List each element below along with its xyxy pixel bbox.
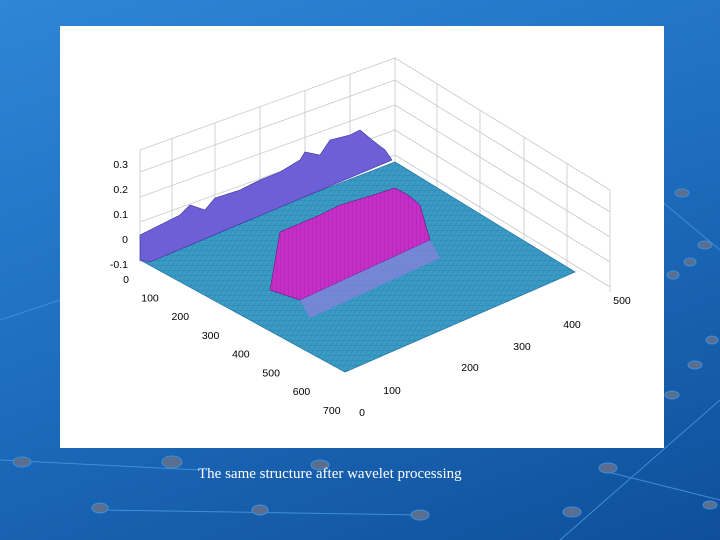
- y-tick-label: 0: [123, 274, 129, 286]
- y-tick-label: 600: [293, 386, 311, 398]
- ridge: [139, 129, 393, 263]
- z-tick-label: 0: [122, 234, 128, 246]
- z-tick-label: -0.1: [110, 259, 128, 271]
- y-tick-label: 200: [172, 311, 190, 323]
- x-tick-label: 100: [383, 385, 401, 397]
- y-tick-label: 300: [202, 330, 220, 342]
- z-tick-label: 0.3: [113, 159, 128, 171]
- y-tick-label: 500: [262, 367, 280, 379]
- peak-region: [269, 187, 431, 301]
- x-tick-label: 500: [613, 295, 631, 307]
- background-network: [0, 188, 720, 540]
- z-tick-label: 0.1: [113, 209, 128, 221]
- caption: The same structure after wavelet process…: [198, 466, 462, 482]
- x-tick-label: 200: [461, 362, 479, 374]
- y-tick-label: 400: [232, 349, 250, 361]
- tick-labels: 0.3 0.2 0.1 0 -0.1 0 100 200 300 400 500 600 700 0 100…: [110, 159, 631, 419]
- y-tick-label: 700: [323, 405, 341, 417]
- x-tick-label: 0: [359, 407, 365, 419]
- plot-box: [139, 57, 611, 292]
- z-tick-label: 0.2: [113, 184, 128, 196]
- peak-side: [300, 240, 440, 318]
- x-tick-label: 400: [563, 319, 581, 331]
- y-tick-label: 100: [141, 292, 159, 304]
- x-tick-label: 300: [513, 341, 531, 353]
